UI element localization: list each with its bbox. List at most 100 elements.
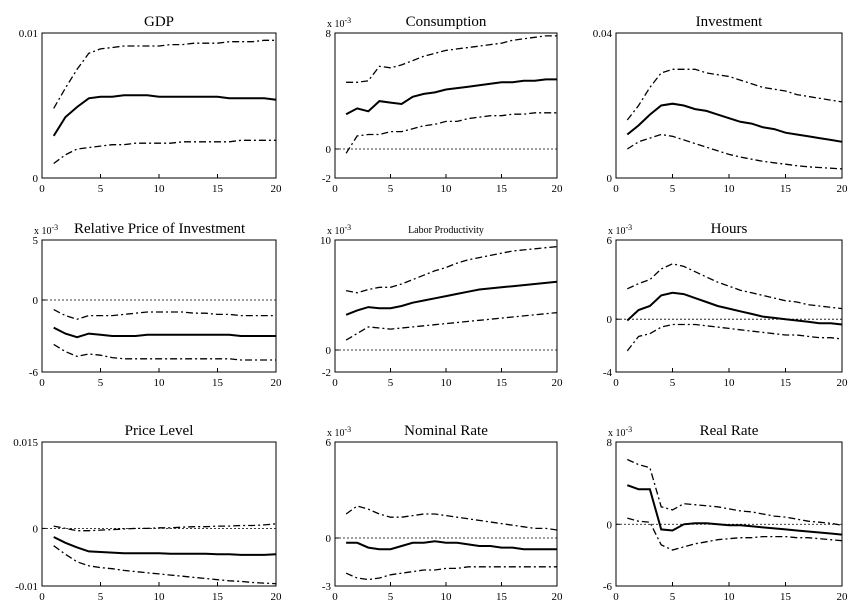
x-tick-label: 15 bbox=[780, 377, 792, 389]
x-tick-label: 5 bbox=[98, 183, 104, 195]
y-tick-label: -3 bbox=[322, 581, 332, 593]
scale-factor-label: x 10-3 bbox=[34, 223, 58, 237]
series-line-lower bbox=[345, 311, 558, 341]
y-tick-label: 8 bbox=[326, 28, 332, 40]
x-tick-label: 20 bbox=[552, 183, 564, 195]
panel-title: GDP bbox=[144, 14, 174, 30]
panel-title: Relative Price of Investment bbox=[74, 221, 246, 237]
y-tick-label: 6 bbox=[326, 437, 332, 449]
scale-factor-label: x 10-3 bbox=[327, 16, 351, 30]
x-tick-label: 10 bbox=[154, 377, 166, 389]
x-tick-label: 15 bbox=[212, 591, 224, 603]
x-tick-label: 10 bbox=[441, 183, 453, 195]
x-tick-label: 10 bbox=[724, 377, 736, 389]
series-line-upper bbox=[53, 309, 276, 320]
series-line-median bbox=[346, 540, 557, 551]
series-line-median bbox=[345, 78, 557, 116]
plot-frame bbox=[615, 32, 843, 179]
x-tick-label: 0 bbox=[613, 377, 619, 389]
panel-title: Price Level bbox=[125, 423, 194, 439]
x-tick-label: 0 bbox=[39, 377, 45, 389]
y-tick-label: 6 bbox=[607, 235, 613, 247]
x-tick-label: 5 bbox=[388, 377, 394, 389]
series-line-lower bbox=[53, 343, 276, 361]
x-tick-label: 0 bbox=[332, 591, 338, 603]
x-tick-label: 10 bbox=[154, 183, 166, 195]
y-tick-label: 0 bbox=[33, 295, 39, 307]
series-line-median bbox=[53, 536, 277, 556]
y-tick-label: 0 bbox=[607, 314, 613, 326]
series-line-median bbox=[345, 280, 558, 316]
x-tick-label: 5 bbox=[670, 183, 676, 195]
series-line-upper bbox=[627, 263, 843, 310]
x-tick-label: 0 bbox=[613, 591, 619, 603]
panel-title: Consumption bbox=[406, 14, 487, 30]
series-line-lower bbox=[627, 517, 843, 551]
x-tick-label: 20 bbox=[552, 591, 564, 603]
panel-title: Investment bbox=[696, 14, 763, 30]
panel-0: 0 0.01 0 5 10 15 20 GDP bbox=[19, 14, 282, 195]
x-tick-label: 15 bbox=[212, 183, 224, 195]
x-tick-label: 10 bbox=[441, 591, 453, 603]
scale-factor-label: x 10-3 bbox=[327, 223, 351, 237]
y-tick-label: -0.01 bbox=[15, 581, 38, 593]
y-tick-label: -6 bbox=[29, 367, 39, 379]
x-tick-label: 5 bbox=[388, 183, 394, 195]
panel-title: Nominal Rate bbox=[404, 423, 488, 439]
series-line-median bbox=[53, 326, 276, 339]
series-line-upper bbox=[345, 505, 558, 531]
x-tick-label: 15 bbox=[496, 183, 508, 195]
scale-factor-label: x 10-3 bbox=[608, 425, 632, 439]
plot-frame bbox=[334, 239, 558, 373]
series-line-lower bbox=[345, 566, 557, 581]
plot-frame bbox=[334, 441, 558, 587]
series-line-upper bbox=[626, 68, 843, 121]
x-tick-label: 15 bbox=[496, 377, 508, 389]
panel-2: 0 0.04 0 5 10 15 20 Investment bbox=[593, 14, 848, 195]
series-line-upper bbox=[53, 39, 276, 109]
x-tick-label: 15 bbox=[212, 377, 224, 389]
panel-title: Real Rate bbox=[700, 423, 759, 439]
series-line-lower bbox=[626, 323, 843, 352]
x-tick-label: 5 bbox=[98, 377, 104, 389]
x-tick-label: 20 bbox=[271, 183, 283, 195]
panel-title: Labor Productivity bbox=[408, 225, 484, 236]
y-tick-label: 0.04 bbox=[593, 28, 613, 40]
series-line-upper bbox=[345, 245, 558, 294]
series-line-upper bbox=[627, 458, 843, 526]
plot-frame bbox=[41, 441, 277, 587]
x-tick-label: 0 bbox=[39, 183, 45, 195]
y-tick-label: 10 bbox=[320, 235, 332, 247]
series-line-median bbox=[626, 291, 843, 326]
series-line-median bbox=[626, 484, 843, 536]
x-tick-label: 10 bbox=[724, 183, 736, 195]
x-tick-label: 5 bbox=[388, 591, 394, 603]
x-tick-label: 5 bbox=[670, 377, 676, 389]
series-line-upper bbox=[346, 35, 557, 83]
y-tick-label: 0.015 bbox=[13, 437, 38, 449]
y-tick-label: 0 bbox=[326, 533, 332, 545]
panel-title: Hours bbox=[711, 221, 748, 237]
series-line-lower bbox=[53, 545, 277, 585]
y-tick-label: -2 bbox=[322, 367, 331, 379]
plot-frame bbox=[334, 32, 558, 179]
series-line-upper bbox=[53, 523, 277, 532]
x-tick-label: 0 bbox=[613, 183, 619, 195]
y-tick-label: 8 bbox=[607, 437, 613, 449]
x-tick-label: 5 bbox=[670, 591, 676, 603]
x-tick-label: 0 bbox=[332, 183, 338, 195]
y-tick-label: -4 bbox=[603, 367, 613, 379]
x-tick-label: 10 bbox=[154, 591, 166, 603]
y-tick-label: 0 bbox=[33, 523, 39, 535]
scale-factor-label: x 10-3 bbox=[608, 223, 632, 237]
x-tick-label: 20 bbox=[837, 591, 849, 603]
plot-frame bbox=[41, 32, 277, 179]
x-tick-label: 10 bbox=[441, 377, 453, 389]
plot-frame bbox=[615, 441, 843, 587]
x-tick-label: 20 bbox=[837, 377, 849, 389]
